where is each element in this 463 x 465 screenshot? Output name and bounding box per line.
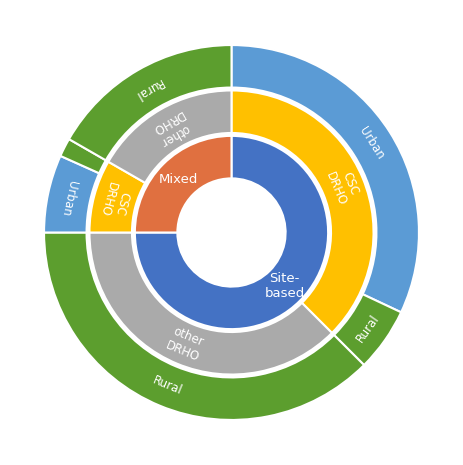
Wedge shape — [44, 156, 99, 232]
Text: Rural: Rural — [131, 75, 165, 102]
Wedge shape — [44, 232, 364, 420]
Text: Rural: Rural — [353, 312, 382, 345]
Wedge shape — [135, 136, 232, 232]
Text: other
DRHO: other DRHO — [163, 325, 207, 364]
Text: Urban: Urban — [357, 125, 387, 162]
Text: Rural: Rural — [151, 374, 185, 398]
Wedge shape — [89, 232, 332, 374]
Wedge shape — [69, 45, 231, 160]
Wedge shape — [89, 162, 145, 232]
Text: CSC
DRHO: CSC DRHO — [324, 165, 363, 208]
Text: other
DRHO: other DRHO — [149, 107, 193, 149]
Text: Site-
based: Site- based — [265, 272, 305, 300]
Wedge shape — [334, 294, 401, 365]
Text: CSC
DRHO: CSC DRHO — [97, 181, 133, 222]
Wedge shape — [232, 91, 374, 333]
Text: Mixed: Mixed — [158, 173, 198, 186]
Wedge shape — [108, 91, 232, 183]
Text: Urban: Urban — [59, 179, 79, 217]
Wedge shape — [60, 139, 106, 173]
Wedge shape — [232, 45, 419, 312]
Wedge shape — [135, 136, 328, 329]
